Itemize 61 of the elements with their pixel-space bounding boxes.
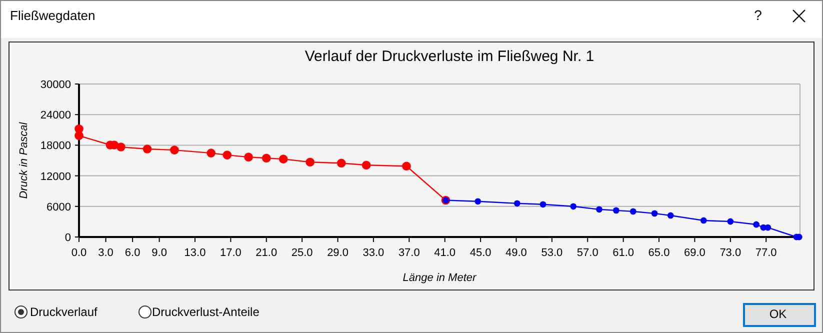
x-tick-label: 45.0 bbox=[470, 247, 492, 259]
point bbox=[116, 142, 126, 152]
x-tick-label: 49.0 bbox=[506, 247, 527, 259]
x-tick-label: 29.0 bbox=[327, 247, 348, 259]
y-tick-label: 0 bbox=[64, 232, 71, 244]
y-tick-label: 6000 bbox=[46, 201, 71, 214]
x-tick-label: 0.0 bbox=[71, 247, 87, 259]
text: OK bbox=[769, 307, 787, 321]
text: Fließwegdaten bbox=[10, 8, 96, 23]
x-tick-label: 53.0 bbox=[541, 247, 563, 259]
point bbox=[306, 158, 315, 167]
point bbox=[612, 207, 620, 214]
chart-title: Verlauf der Druckverluste im Fließweg Nr. 1 bbox=[304, 48, 594, 65]
point bbox=[170, 146, 179, 154]
point bbox=[244, 152, 253, 162]
text: Druckverlust-Anteile bbox=[152, 305, 260, 319]
point bbox=[570, 203, 577, 210]
x-tick-label: 37.0 bbox=[398, 247, 420, 259]
x-tick-label: 57.0 bbox=[576, 247, 598, 259]
x-tick-label: 41.0 bbox=[434, 247, 456, 259]
text: ? bbox=[754, 7, 762, 23]
point bbox=[336, 158, 346, 168]
point bbox=[262, 154, 271, 163]
x-tick-label: 25.0 bbox=[291, 247, 313, 259]
text: Druckverlauf bbox=[30, 305, 98, 319]
y-tick-label: 18000 bbox=[40, 140, 71, 152]
x-tick-label: 6.0 bbox=[124, 247, 140, 259]
point bbox=[278, 154, 288, 164]
point bbox=[540, 201, 546, 208]
x-tick-label: 33.0 bbox=[362, 247, 384, 259]
y-tick-label: 30000 bbox=[40, 79, 71, 91]
x-tick-label: 9.0 bbox=[152, 247, 167, 259]
point bbox=[700, 217, 707, 224]
point bbox=[74, 131, 84, 140]
point bbox=[651, 210, 658, 217]
point bbox=[402, 162, 411, 171]
x-tick-label: 13.0 bbox=[184, 247, 206, 259]
x-tick-label: 77.0 bbox=[755, 247, 777, 259]
y-axis-title: Druck in Pascal bbox=[18, 122, 30, 199]
point bbox=[596, 206, 602, 213]
x-tick-label: 61.0 bbox=[612, 247, 634, 259]
y-tick-label: 12000 bbox=[40, 170, 71, 183]
x-tick-label: 3.0 bbox=[98, 247, 114, 259]
point bbox=[206, 148, 216, 158]
x-tick-label: 65.0 bbox=[648, 247, 670, 259]
x-tick-label: 21.0 bbox=[256, 247, 278, 259]
x-tick-label: 69.0 bbox=[684, 247, 706, 259]
point bbox=[753, 221, 760, 228]
point bbox=[764, 224, 772, 231]
y-tick-label: 24000 bbox=[40, 110, 71, 122]
point bbox=[667, 212, 674, 219]
point bbox=[362, 160, 371, 170]
point bbox=[222, 150, 232, 160]
x-axis-title: Länge in Meter bbox=[402, 272, 478, 284]
point bbox=[630, 208, 636, 215]
point bbox=[474, 198, 482, 205]
x-tick-label: 17.0 bbox=[220, 247, 242, 259]
point bbox=[514, 200, 520, 207]
point bbox=[142, 144, 152, 154]
x-tick-label: 73.0 bbox=[720, 247, 742, 259]
point bbox=[727, 218, 734, 225]
